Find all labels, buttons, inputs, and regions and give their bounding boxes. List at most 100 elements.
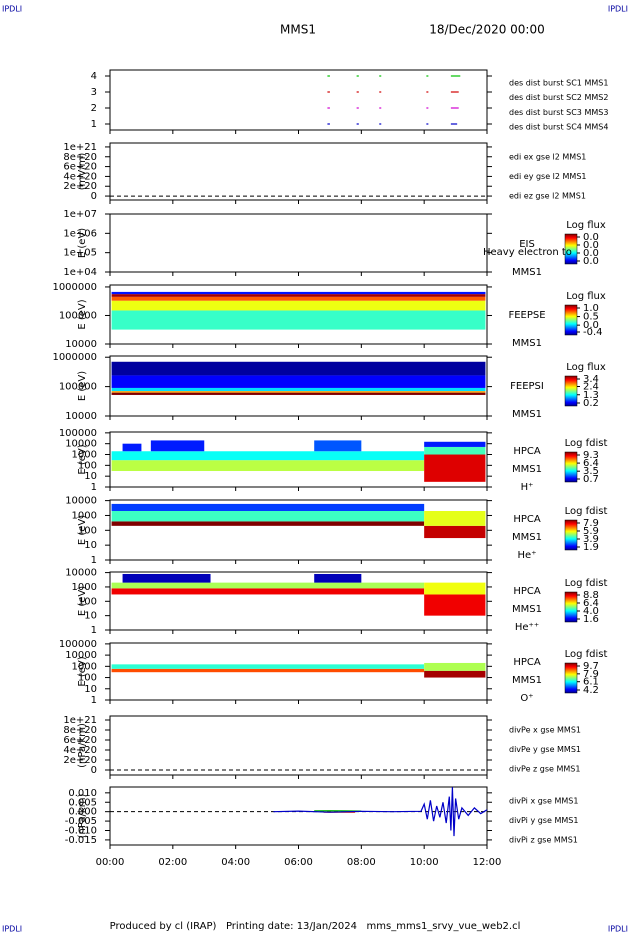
legend-entry: divPi z gse MMS1 [509, 836, 578, 845]
footer: Produced by cl (IRAP) Printing date: 13/… [110, 921, 521, 932]
x-tick-label: 06:00 [284, 857, 313, 868]
instrument-label: He⁺ [518, 550, 537, 561]
y-tick-label: 10 [84, 540, 97, 551]
instrument-label: MMS1 [512, 675, 542, 686]
colorbar-tick-label: 4.2 [583, 685, 599, 696]
y-tick-label: 1000 [72, 450, 97, 461]
y-tick-label: 1e+07 [63, 209, 97, 220]
y-tick-label: 6e+20 [63, 162, 97, 173]
spectrogram-cell [424, 526, 485, 538]
spectrogram-cell [424, 583, 485, 595]
y-tick-label: 1e+21 [63, 142, 97, 153]
spectrogram-cell [314, 440, 361, 451]
instrument-label: HPCA [513, 657, 541, 668]
spectrogram-cell [424, 671, 485, 678]
y-tick-label: 100000 [59, 382, 97, 393]
y-tick-label: 100 [78, 673, 97, 684]
colorbar [565, 592, 577, 622]
y-tick-label: 3 [91, 87, 97, 98]
legend-entry: edi ex gse l2 MMS1 [509, 153, 586, 162]
colorbar-title: Log flux [566, 220, 606, 231]
instrument-label: He⁺⁺ [515, 622, 539, 633]
spectrogram-cell [112, 504, 425, 511]
spectrogram-cell [424, 663, 485, 671]
y-tick-label: 1e+06 [63, 228, 97, 239]
colorbar-tick-label: 1.9 [583, 542, 599, 553]
spectrogram-cell [112, 669, 425, 672]
spectrogram-cell [112, 393, 486, 395]
y-tick-label: 2e+20 [63, 755, 97, 766]
y-tick-label: 10000 [65, 439, 97, 450]
legend-entry: divPi y gse MMS1 [509, 816, 578, 825]
colorbar-title: Log flux [566, 362, 606, 373]
y-tick-label: 10 [84, 684, 97, 695]
spectrogram-cell [112, 521, 425, 525]
colorbar-title: Log flux [566, 291, 606, 302]
y-tick-label: 8e+20 [63, 725, 97, 736]
spectrogram-cell [123, 574, 211, 583]
instrument-label: FEEPSI [510, 381, 544, 392]
panel-frame [110, 70, 487, 130]
instrument-label: H⁺ [521, 482, 534, 493]
legend-entry: des dist burst SC4 MMS4 [509, 123, 608, 132]
y-tick-label: 10000 [65, 568, 97, 579]
spectrogram-cell [123, 444, 142, 452]
spectrogram-cell [424, 511, 485, 526]
y-tick-label: 4 [91, 71, 97, 82]
y-tick-label: 2e+20 [63, 181, 97, 192]
colorbar-title: Log fdist [565, 506, 608, 517]
legend-entry: divPe y gse MMS1 [509, 745, 581, 754]
legend-entry: divPe x gse MMS1 [509, 726, 581, 735]
spectrogram-cell [112, 460, 425, 471]
spectrogram-cell [112, 391, 486, 393]
y-tick-label: 0 [91, 765, 97, 776]
instrument-label: MMS1 [512, 338, 542, 349]
y-tick-label: 1000 [72, 582, 97, 593]
instrument-label: MMS1 [512, 604, 542, 615]
y-tick-label: 1 [91, 695, 97, 706]
instrument-label: MMS1 [512, 532, 542, 543]
colorbar-tick-label: 0.0 [583, 256, 599, 267]
instrument-label: HPCA [513, 586, 541, 597]
panel-frame [110, 143, 487, 200]
colorbar-tick-label: 0.7 [583, 474, 599, 485]
y-tick-label: 10000 [65, 650, 97, 661]
spectrogram-cell [112, 294, 486, 297]
legend-entry: edi ez gse l2 MMS1 [509, 192, 586, 201]
colorbar-title: Log fdist [565, 649, 608, 660]
instrument-label: MMS1 [512, 409, 542, 420]
y-tick-label: 10 [84, 611, 97, 622]
spectrogram-cell [112, 297, 486, 301]
spectrogram-cell [424, 447, 485, 455]
y-tick-label: 100000 [59, 639, 97, 650]
colorbar [565, 305, 577, 335]
colorbar [565, 663, 577, 693]
data-line [273, 787, 487, 836]
corner-label: IPDLI [2, 925, 22, 934]
instrument-label: HPCA [513, 514, 541, 525]
y-tick-label: 1000000 [52, 352, 97, 363]
spectrogram-cell [151, 440, 204, 451]
overlay-label: Heavy electron to [483, 247, 572, 258]
x-tick-label: 02:00 [158, 857, 187, 868]
colorbar-tick-label: 0.2 [583, 398, 599, 409]
corner-label: IPDLI [2, 5, 22, 14]
x-tick-label: 10:00 [410, 857, 439, 868]
spectrogram-cell [112, 583, 425, 589]
panel-frame [110, 214, 487, 272]
spectrogram-cell [112, 664, 425, 668]
y-tick-label: 1 [91, 119, 97, 130]
y-tick-label: 1 [91, 482, 97, 493]
instrument-label: FEEPSE [508, 310, 545, 321]
y-tick-label: 100 [78, 596, 97, 607]
y-tick-label: -0.015 [65, 835, 97, 846]
y-tick-label: 1000 [72, 510, 97, 521]
y-tick-label: 1 [91, 625, 97, 636]
legend-entry: edi ey gse l2 MMS1 [509, 172, 587, 181]
chart-date: 18/Dec/2020 00:00 [429, 23, 545, 37]
y-tick-label: 1000 [72, 661, 97, 672]
y-tick-label: 4e+20 [63, 171, 97, 182]
y-tick-label: 4e+20 [63, 745, 97, 756]
x-tick-label: 08:00 [347, 857, 376, 868]
spectrogram-cell [112, 451, 425, 460]
